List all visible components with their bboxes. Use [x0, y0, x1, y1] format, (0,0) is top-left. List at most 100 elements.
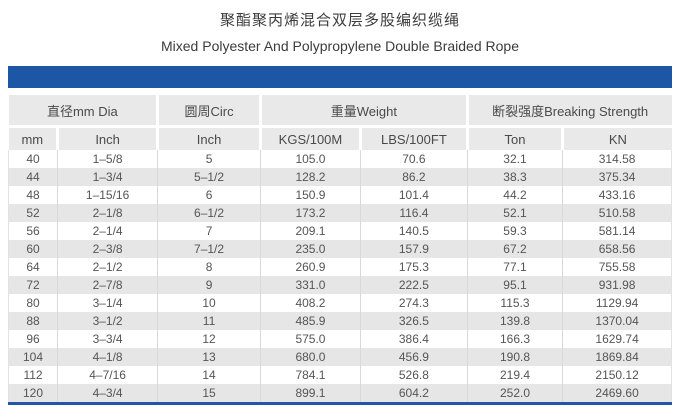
- table-cell: 456.9: [360, 348, 468, 366]
- table-cell: 115.3: [466, 294, 563, 312]
- table-cell: 4–3/4: [57, 384, 158, 402]
- table-cell: 44.2: [466, 186, 563, 204]
- table-cell: 70.6: [360, 150, 468, 168]
- table-cell: 604.2: [360, 384, 468, 402]
- table-cell: 139.8: [466, 312, 563, 330]
- table-cell: 1–15/16: [57, 186, 158, 204]
- table-row: 120 4–3/4 15 899.1 604.2 252.0 2469.60: [7, 384, 672, 402]
- table-cell: 581.14: [562, 222, 672, 240]
- table-cell: 72: [7, 276, 58, 294]
- accent-bar: [8, 66, 672, 88]
- table-cell: 235.0: [259, 240, 361, 258]
- table-row: 96 3–3/4 12 575.0 386.4 166.3 1629.74: [7, 330, 672, 348]
- table-cell: 2–7/8: [57, 276, 158, 294]
- table-cell: 1629.74: [562, 330, 672, 348]
- table-cell: 52.1: [466, 204, 563, 222]
- table-cell: 485.9: [259, 312, 361, 330]
- table-cell: 116.4: [360, 204, 468, 222]
- table-cell: 2–1/4: [57, 222, 158, 240]
- table-row: 64 2–1/2 8 260.9 175.3 77.1 755.58: [7, 258, 672, 276]
- table-cell: 95.1: [466, 276, 563, 294]
- table-cell: 40: [7, 150, 58, 168]
- table-cell: 755.58: [562, 258, 672, 276]
- table-row: 104 4–1/8 13 680.0 456.9 190.8 1869.84: [7, 348, 672, 366]
- table-cell: 11: [157, 312, 261, 330]
- rope-spec-table: 直径mm Dia 圆周Circ 重量Weight 断裂强度Breaking St…: [7, 95, 672, 402]
- table-cell: 166.3: [466, 330, 563, 348]
- table-cell: 101.4: [360, 186, 468, 204]
- column-header-kgs: KGS/100M: [258, 126, 361, 150]
- table-cell: 326.5: [360, 312, 468, 330]
- table-cell: 4–1/8: [57, 348, 158, 366]
- table-cell: 314.58: [562, 150, 672, 168]
- table-cell: 1129.94: [562, 294, 672, 312]
- table-cell: 2469.60: [562, 384, 672, 402]
- table-cell: 433.16: [562, 186, 672, 204]
- table-cell: 48: [7, 186, 58, 204]
- table-cell: 44: [7, 168, 58, 186]
- table-row: 48 1–15/16 6 150.9 101.4 44.2 433.16: [7, 186, 672, 204]
- table-cell: 56: [7, 222, 58, 240]
- column-header-ton: Ton: [465, 126, 563, 150]
- table-cell: 175.3: [360, 258, 468, 276]
- spec-table: 直径mm Dia 圆周Circ 重量Weight 断裂强度Breaking St…: [7, 66, 672, 405]
- table-cell: 931.98: [562, 276, 672, 294]
- table-cell: 260.9: [259, 258, 361, 276]
- table-cell: 658.56: [562, 240, 672, 258]
- table-cell: 60: [7, 240, 58, 258]
- table-cell: 150.9: [259, 186, 361, 204]
- column-header-mm: mm: [8, 126, 58, 150]
- table-cell: 128.2: [259, 168, 361, 186]
- table-cell: 219.4: [466, 366, 563, 384]
- table-row: 44 1–3/4 5–1/2 128.2 86.2 38.3 375.34: [7, 168, 672, 186]
- table-cell: 5–1/2: [157, 168, 261, 186]
- table-cell: 1–3/4: [57, 168, 158, 186]
- table-row: 88 3–1/2 11 485.9 326.5 139.8 1370.04: [7, 312, 672, 330]
- table-body: 40 1–5/8 5 105.0 70.6 32.1 314.58 44 1–3/4 5–1/2 1…: [7, 150, 672, 402]
- table-cell: 680.0: [259, 348, 361, 366]
- table-cell: 5: [157, 150, 261, 168]
- table-row: 60 2–3/8 7–1/2 235.0 157.9 67.2 658.56: [7, 240, 672, 258]
- table-cell: 899.1: [259, 384, 361, 402]
- table-cell: 52: [7, 204, 58, 222]
- table-cell: 140.5: [360, 222, 468, 240]
- table-row: 52 2–1/8 6–1/2 173.2 116.4 52.1 510.58: [7, 204, 672, 222]
- table-row: 112 4–7/16 14 784.1 526.8 219.4 2150.12: [7, 366, 672, 384]
- table-cell: 64: [7, 258, 58, 276]
- table-cell: 252.0: [466, 384, 563, 402]
- table-cell: 2–3/8: [57, 240, 158, 258]
- table-cell: 12: [157, 330, 261, 348]
- table-cell: 32.1: [466, 150, 563, 168]
- table-cell: 67.2: [466, 240, 563, 258]
- table-cell: 38.3: [466, 168, 563, 186]
- table-cell: 14: [157, 366, 261, 384]
- column-header-dia-inch: Inch: [56, 126, 158, 150]
- table-cell: 386.4: [360, 330, 468, 348]
- table-cell: 1869.84: [562, 348, 672, 366]
- table-cell: 1370.04: [562, 312, 672, 330]
- table-cell: 510.58: [562, 204, 672, 222]
- table-cell: 784.1: [259, 366, 361, 384]
- column-header-lbs: LBS/100FT: [359, 126, 468, 150]
- table-cell: 96: [7, 330, 58, 348]
- table-cell: 80: [7, 294, 58, 312]
- table-cell: 3–3/4: [57, 330, 158, 348]
- table-row: 40 1–5/8 5 105.0 70.6 32.1 314.58: [7, 150, 672, 168]
- column-header-circ-inch: Inch: [156, 126, 261, 150]
- table-cell: 2–1/2: [57, 258, 158, 276]
- table-cell: 2–1/8: [57, 204, 158, 222]
- table-cell: 526.8: [360, 366, 468, 384]
- table-cell: 7–1/2: [157, 240, 261, 258]
- table-cell: 104: [7, 348, 58, 366]
- title-block: 聚酯聚丙烯混合双层多股编织缆绳 Mixed Polyester And Poly…: [0, 0, 680, 54]
- table-cell: 105.0: [259, 150, 361, 168]
- group-header-breaking-strength: 断裂强度Breaking Strength: [465, 95, 672, 128]
- table-cell: 157.9: [360, 240, 468, 258]
- table-cell: 10: [157, 294, 261, 312]
- table-cell: 86.2: [360, 168, 468, 186]
- table-cell: 8: [157, 258, 261, 276]
- group-header-circumference: 圆周Circ: [156, 95, 261, 128]
- table-cell: 408.2: [259, 294, 361, 312]
- table-group-header-row: 直径mm Dia 圆周Circ 重量Weight 断裂强度Breaking St…: [8, 95, 672, 128]
- table-cell: 375.34: [562, 168, 672, 186]
